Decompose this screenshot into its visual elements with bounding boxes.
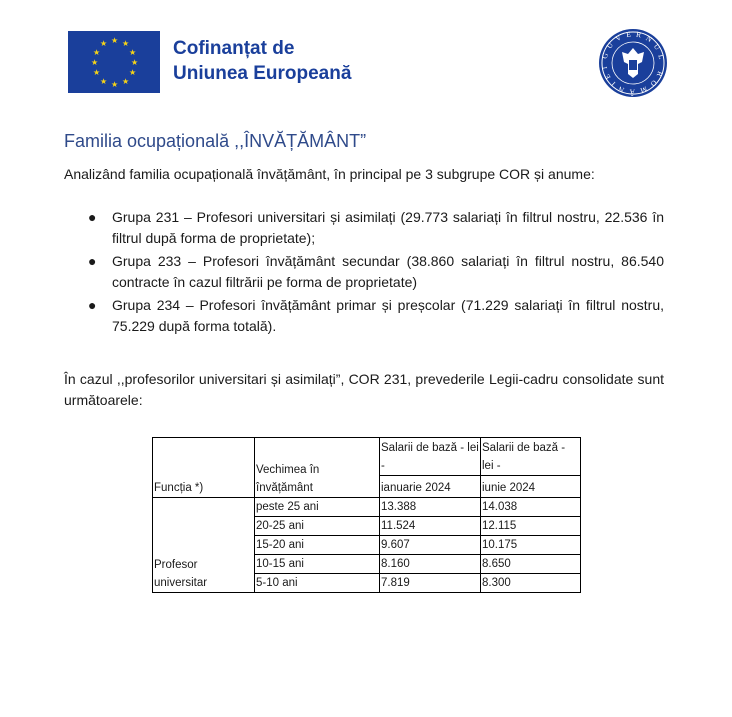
list-item: ● Grupa 231 – Profesori universitari și a… bbox=[64, 207, 664, 249]
salary-jun-cell: 10.175 bbox=[480, 535, 581, 555]
function-cell: Profesor universitar bbox=[152, 497, 255, 593]
salary-jun-cell: 14.038 bbox=[480, 497, 581, 517]
table-row: 5-10 ani 7.819 8.300 bbox=[153, 573, 581, 593]
vechime-cell: 10-15 ani bbox=[254, 554, 380, 574]
header-salary-jan-label: Salarii de bază - lei - bbox=[379, 437, 481, 476]
salary-jun-cell: 12.115 bbox=[480, 516, 581, 536]
salary-table: Funcția *) Vechimea în învățământ Salari… bbox=[152, 437, 581, 593]
header-jun-2024: iunie 2024 bbox=[480, 475, 581, 498]
section-title: Familia ocupațională ,,ÎNVĂȚĂMÂNT” bbox=[64, 131, 367, 151]
eu-flag-logo: ★ ★ ★ ★ ★ ★ ★ ★ ★ ★ ★ ★ bbox=[68, 31, 160, 93]
salary-jun-cell: 8.300 bbox=[480, 573, 581, 593]
intro-text: Analizând familia ocupațională învățămân… bbox=[64, 166, 595, 182]
list-item-text: Grupa 234 – Profesori învățământ primar … bbox=[112, 297, 664, 334]
vechime-cell: 15-20 ani bbox=[254, 535, 380, 555]
salary-jan-cell: 7.819 bbox=[379, 573, 481, 593]
salary-jan-cell: 13.388 bbox=[379, 497, 481, 517]
vechime-cell: 20-25 ani bbox=[254, 516, 380, 536]
list-item: ● Grupa 233 – Profesori învățământ secund… bbox=[64, 251, 664, 293]
romanian-government-seal-icon: GUVERNUL ROMÂNIEI bbox=[599, 29, 667, 98]
list-item-text: Grupa 233 – Profesori învățământ secunda… bbox=[112, 253, 664, 290]
table-row: 15-20 ani 9.607 10.175 bbox=[153, 535, 581, 555]
list-item-text: Grupa 231 – Profesori universitari și as… bbox=[112, 209, 664, 246]
header-functia: Funcția *) bbox=[152, 437, 255, 498]
bullet-icon: ● bbox=[88, 253, 97, 269]
bullet-icon: ● bbox=[88, 209, 97, 225]
header-vechimea: Vechimea în învățământ bbox=[254, 437, 380, 498]
salary-jan-cell: 11.524 bbox=[379, 516, 481, 536]
table-row: Profesor universitar peste 25 ani 13.388… bbox=[152, 497, 581, 593]
vechime-cell: peste 25 ani bbox=[254, 497, 380, 517]
subgroup-list: ● Grupa 231 – Profesori universitari și a… bbox=[64, 207, 664, 339]
vechime-cell: 5-10 ani bbox=[254, 573, 380, 593]
salary-jun-cell: 8.650 bbox=[480, 554, 581, 574]
eu-text-line-1: Cofinanțat de bbox=[173, 38, 295, 59]
list-item: ● Grupa 234 – Profesori învățământ primar… bbox=[64, 295, 664, 337]
header-salary-jun-label: Salarii de bază - lei - bbox=[480, 437, 581, 476]
header-jan-2024: ianuarie 2024 bbox=[379, 475, 481, 498]
salary-jan-cell: 8.160 bbox=[379, 554, 481, 574]
bullet-icon: ● bbox=[88, 297, 97, 313]
eu-cofinancing-text: Cofinanțat de Uniunea Europeană bbox=[173, 36, 351, 86]
salary-jan-cell: 9.607 bbox=[379, 535, 481, 555]
eu-text-line-2: Uniunea Europeană bbox=[173, 63, 352, 84]
body-paragraph: În cazul ,,profesorilor universitari și … bbox=[64, 371, 664, 408]
